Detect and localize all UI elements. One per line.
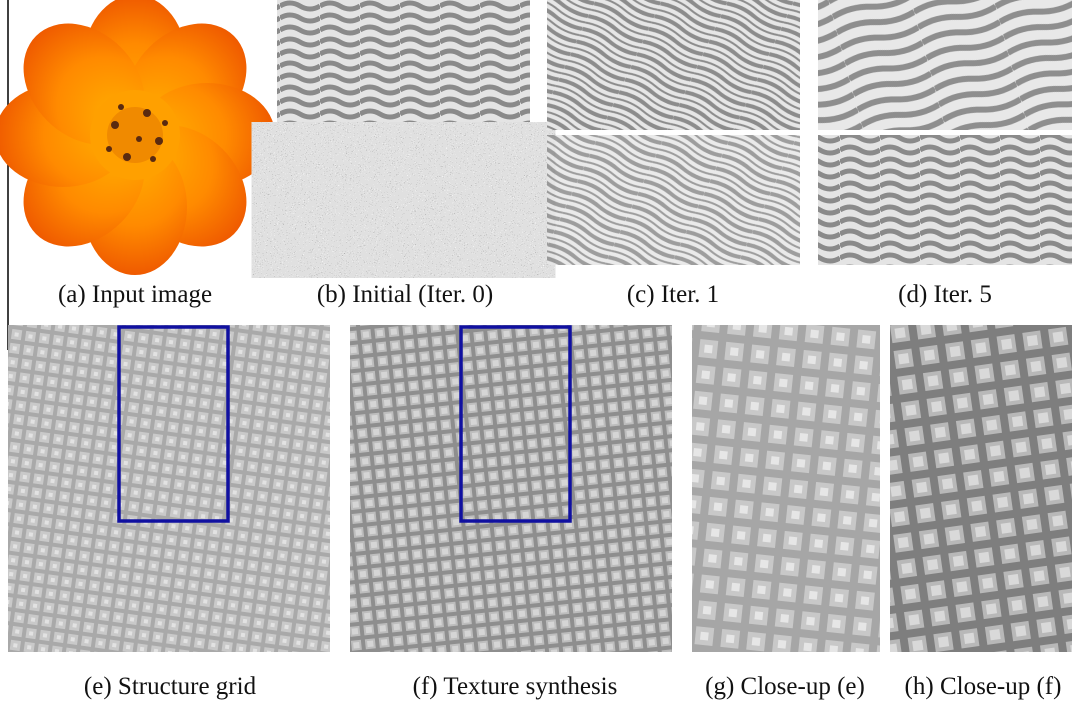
caption: (g) Close-up (e)	[705, 673, 865, 700]
stripe-image	[547, 0, 800, 130]
closeup-image	[890, 325, 1072, 652]
caption: (f) Texture synthesis	[413, 673, 618, 700]
noise-image	[277, 135, 530, 265]
stripe-image	[277, 0, 530, 130]
flower-image	[0, 0, 275, 275]
caption: (d) Iter. 5	[898, 281, 992, 308]
stripe-image	[818, 0, 1072, 130]
grid-image	[8, 325, 330, 652]
caption: (c) Iter. 1	[627, 281, 719, 308]
figure: (a) Input image (b) Initial (Iter. 0) (c…	[0, 0, 1077, 702]
stripe-image	[547, 135, 800, 265]
closeup-image	[692, 325, 880, 652]
caption: (b) Initial (Iter. 0)	[317, 281, 493, 308]
stripe-image	[818, 135, 1072, 265]
caption: (e) Structure grid	[84, 673, 257, 700]
caption: (h) Close-up (f)	[905, 673, 1062, 700]
texture-image	[350, 325, 672, 652]
caption: (a) Input image	[58, 281, 212, 308]
